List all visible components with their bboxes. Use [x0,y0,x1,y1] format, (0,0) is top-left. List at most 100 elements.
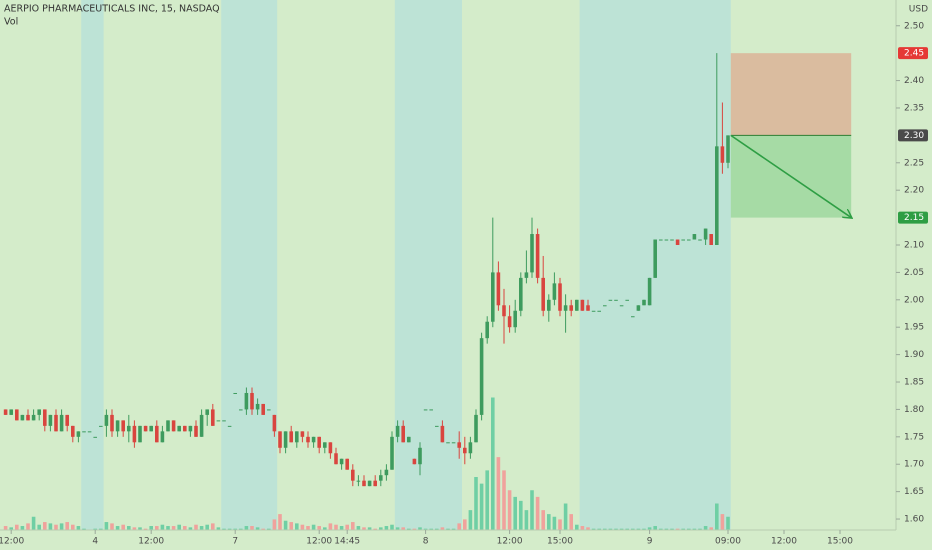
candle-body [547,299,551,311]
volume-bar [479,483,484,530]
volume-bar [614,528,618,530]
trade-arrow [730,134,851,217]
candle-body [87,431,92,433]
candle-body [255,403,260,410]
candle-body [491,272,495,322]
candle-body [239,409,243,411]
volume-bar [591,528,596,530]
candle-body [76,431,81,437]
candle-body [463,447,467,454]
volume-bar [306,526,310,530]
candle-body [664,239,669,241]
volume-bar [631,528,635,530]
candle-body [149,425,153,432]
volume-bar [692,528,697,530]
volume-bar [423,528,428,530]
volume-bar [625,528,629,530]
y-tick-label: 1.65 [904,487,924,497]
candle-body [300,431,305,437]
volume-bar [474,477,478,530]
candle-body [502,305,506,317]
candle-body [659,239,663,241]
y-tick-label: 1.95 [904,323,924,333]
volume-bar [446,528,450,530]
volume-bar [132,527,137,530]
volume-bar [384,526,389,530]
candle-body [468,442,473,454]
session-band [221,0,278,530]
candle-body [390,436,394,470]
candle-body [625,299,629,301]
candle-body [356,480,361,482]
volume-bar [675,528,680,530]
price-label: 2.30 [904,131,924,141]
candle-body [289,431,293,443]
x-tick-label: 14:45 [334,537,360,547]
volume-bar [20,526,25,530]
session-band [81,0,104,530]
candle-body [317,436,321,448]
volume-bar [356,526,361,530]
volume-bar [205,524,209,530]
volume-bar [143,528,148,530]
volume-bar [317,526,321,530]
candle-body [99,425,103,427]
x-tick-label: 15:00 [547,537,573,547]
price-label: 2.15 [904,213,924,223]
volume-bar [334,524,338,530]
candle-body [194,425,198,437]
volume-bar [267,528,271,530]
candle-body [183,425,187,432]
volume-bar [31,516,36,530]
candle-body [435,425,439,427]
candle-body [26,414,30,421]
volume-bar [647,527,652,530]
candle-body [222,420,226,422]
x-tick-label: 9 [647,537,653,547]
candle-body [474,414,478,443]
y-tick-label: 2.20 [904,186,924,196]
candle-body [519,277,523,311]
volume-bar [99,528,103,530]
candle-body [407,436,411,443]
volume-bar [703,526,708,530]
y-tick-label: 1.90 [904,350,924,360]
candle-body [121,420,125,432]
volume-bar [373,528,377,530]
candle-body [619,305,624,307]
candle-body [552,283,557,300]
candle-body [429,409,433,411]
volume-bar [491,397,495,530]
volume-bar [261,528,265,530]
candle-body [171,420,176,432]
volume-bar [541,510,545,530]
candle-body [687,239,691,241]
candle-body [115,420,120,432]
volume-bar [608,528,613,530]
volume-bar [311,524,316,530]
y-tick-label: 1.75 [904,432,924,442]
candle-body [440,425,445,443]
candle-body [395,425,400,437]
volume-bar [468,510,473,530]
candle-body [586,305,590,311]
volume-bar [390,524,394,530]
candle-body [261,403,265,415]
candle-body [216,420,221,422]
candle-body [143,425,148,432]
y-tick-label: 1.80 [904,405,924,415]
candle-body [608,299,613,301]
candle-body [211,409,215,426]
session-band [394,0,462,530]
candle-body [709,234,713,245]
volume-bar [93,528,97,530]
candle-body [726,135,730,163]
volume-bar [720,514,725,530]
candle-body [530,234,534,273]
candle-body [379,475,383,481]
candle-body [653,239,657,278]
candle-body [283,431,288,448]
volume-bar [300,524,305,530]
candle-body [339,458,344,465]
volume-bar [76,526,81,530]
